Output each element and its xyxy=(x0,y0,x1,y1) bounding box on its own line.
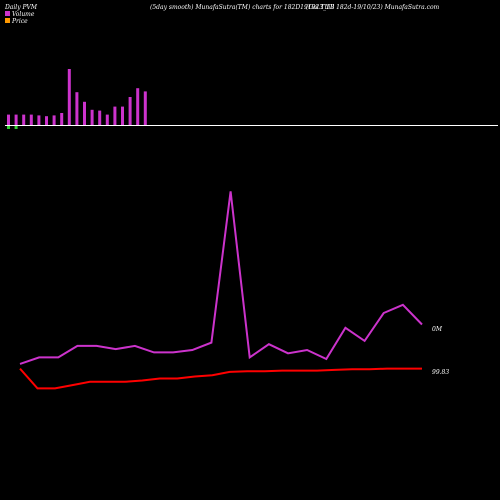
header-right: (Goi Tbill 182d-19/10/23) MunafaSutra.co… xyxy=(306,4,440,11)
volume-bar xyxy=(90,109,94,125)
volume-bar xyxy=(7,114,10,125)
legend-price-swatch xyxy=(5,18,10,23)
volume-bar xyxy=(98,110,102,125)
volume-bar xyxy=(75,92,79,125)
volume-bar xyxy=(83,101,86,125)
header-center: (5day smooth) MunafaSutra(TM) charts for… xyxy=(150,4,335,11)
volume-bar xyxy=(105,114,109,125)
volume-bar xyxy=(14,114,18,125)
volume-bar xyxy=(67,69,71,125)
legend-price-label: Price xyxy=(11,18,28,25)
volume-last-label: 0M xyxy=(432,326,443,333)
volume-bar xyxy=(121,106,124,125)
volume-bar xyxy=(22,114,26,125)
legend-volume-label: Volume xyxy=(12,11,35,18)
volume-bar xyxy=(37,115,41,125)
volume-bar xyxy=(52,115,56,125)
volume-bar xyxy=(136,88,140,125)
volume-bars xyxy=(7,69,147,129)
volume-bar-negative xyxy=(14,126,18,129)
legend-volume-swatch xyxy=(5,11,10,16)
volume-bar xyxy=(143,91,147,125)
volume-bar xyxy=(45,116,48,125)
volume-line xyxy=(19,191,423,365)
volume-bar-negative xyxy=(7,126,10,129)
volume-bar xyxy=(113,106,117,125)
volume-bar xyxy=(60,113,64,125)
price-line xyxy=(19,367,422,390)
volume-bar xyxy=(128,97,132,125)
price-last-label: 99.83 xyxy=(432,369,449,376)
header-left: Daily PVM xyxy=(4,4,38,11)
volume-bar xyxy=(29,114,33,125)
